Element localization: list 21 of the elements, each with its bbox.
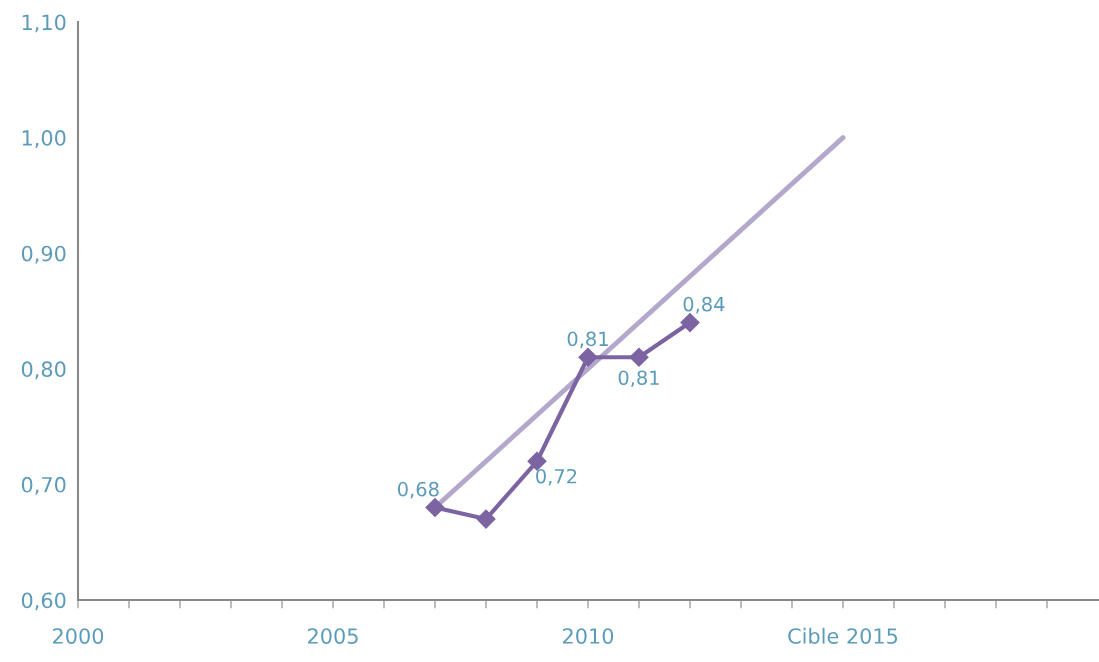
x-tick-label: 2000 bbox=[53, 628, 104, 644]
y-tick-label: 0,70 bbox=[21, 476, 66, 495]
x-tick-label: 2005 bbox=[308, 628, 358, 644]
data-label: 0,68 bbox=[397, 481, 439, 499]
y-tick-label: 1,10 bbox=[22, 14, 66, 33]
data-label: 0,72 bbox=[536, 468, 577, 486]
x-tick-label: 2010 bbox=[563, 628, 614, 644]
y-tick-label: 0,90 bbox=[21, 245, 66, 264]
data-label: 0,84 bbox=[683, 296, 725, 314]
point bbox=[527, 451, 547, 471]
point bbox=[476, 509, 496, 529]
point bbox=[680, 313, 700, 333]
point bbox=[578, 347, 598, 367]
y-tick-label: 0,80 bbox=[21, 361, 66, 380]
x-tick-label: Cible 2015 bbox=[788, 627, 898, 644]
point bbox=[629, 347, 649, 367]
y-tick-label: 0,60 bbox=[21, 592, 66, 611]
point bbox=[425, 497, 445, 518]
data-label: 0,81 bbox=[567, 331, 608, 349]
data-label: 0,81 bbox=[618, 370, 659, 388]
y-tick-label: 1,00 bbox=[22, 130, 66, 148]
